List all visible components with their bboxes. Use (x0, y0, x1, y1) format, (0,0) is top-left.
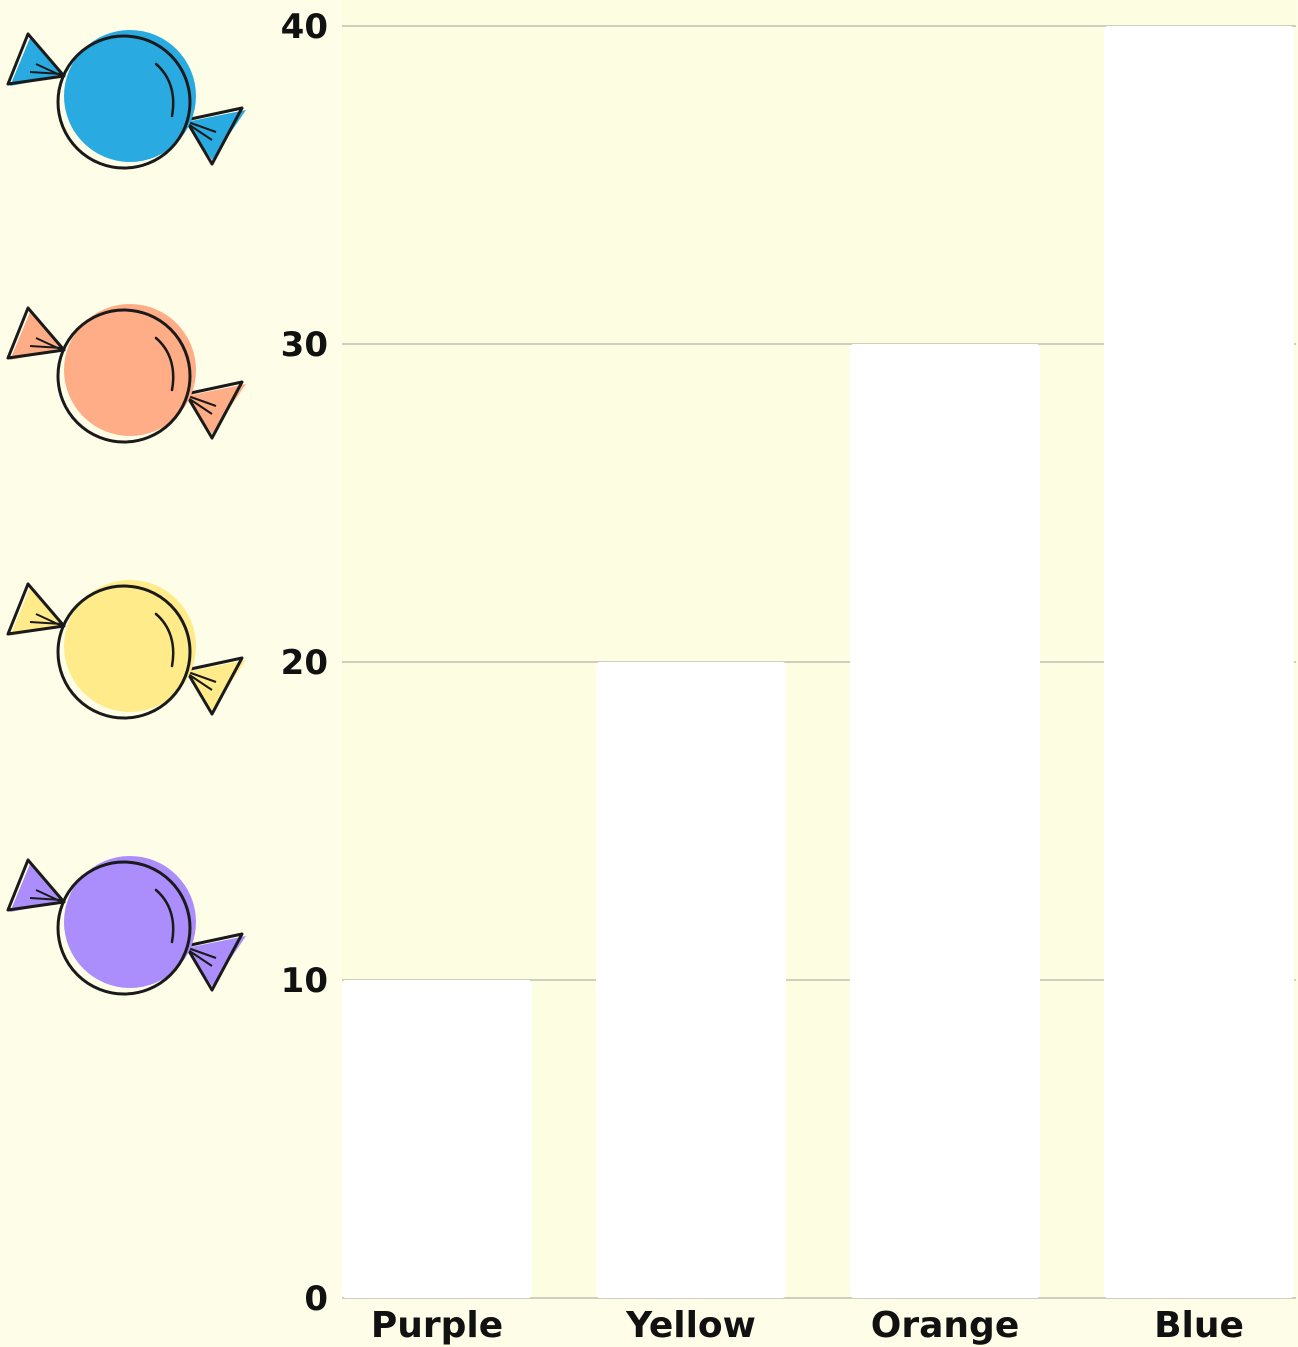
y-axis-ticks: 0 10 20 30 40 (281, 7, 328, 1319)
x-tick-label: Yellow (625, 1305, 756, 1346)
bar-blue (1104, 26, 1294, 1298)
bar-yellow (596, 662, 786, 1298)
y-tick-label: 10 (281, 961, 328, 1001)
y-tick-label: 40 (281, 7, 328, 47)
x-tick-label: Blue (1154, 1305, 1244, 1346)
x-tick-label: Purple (371, 1305, 503, 1346)
x-tick-label: Orange (871, 1305, 1019, 1346)
purple-candy-icon (0, 850, 250, 1000)
y-tick-label: 30 (281, 325, 328, 365)
blue-candy-icon (0, 24, 250, 174)
x-axis-labels: Purple Yellow Orange Blue (371, 1305, 1244, 1346)
y-tick-label: 20 (281, 643, 328, 683)
bars (342, 26, 1294, 1298)
yellow-candy-icon (0, 574, 250, 724)
y-tick-label: 0 (304, 1279, 328, 1319)
bar-purple (342, 980, 532, 1298)
orange-candy-icon (0, 298, 250, 448)
bar-orange (850, 344, 1040, 1298)
